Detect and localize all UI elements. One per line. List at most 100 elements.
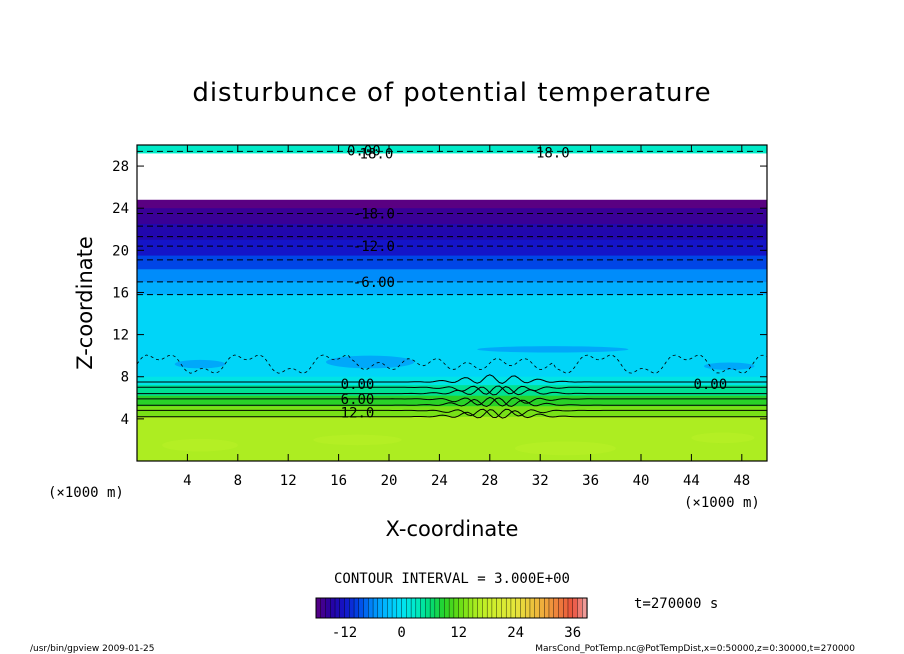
colorbar-ticks: -12 0 12 24 36 <box>332 625 581 641</box>
colorbar-cell <box>420 597 426 619</box>
colorbar-cell <box>572 597 579 619</box>
contour-label: 18.0 <box>536 145 570 161</box>
color-band <box>137 255 767 270</box>
contour-label: -18.0 <box>353 206 395 222</box>
x-tick-label: 44 <box>683 473 700 489</box>
color-band <box>137 281 767 296</box>
footer-left: /usr/bin/gpview 2009-01-25 <box>30 644 154 654</box>
colorbar-cell <box>339 597 346 619</box>
x-tick-label: 40 <box>633 473 650 489</box>
x-tick-label: 36 <box>582 473 599 489</box>
colorbar-cell <box>548 597 555 619</box>
colorbar-cell <box>482 597 488 619</box>
dashed-contour-wavy <box>137 354 767 374</box>
colorbar-cell <box>544 597 550 619</box>
y-tick-label: 4 <box>121 412 129 428</box>
colorbar-cell <box>425 597 431 619</box>
colorbar <box>315 597 588 619</box>
warm-patch <box>691 432 755 444</box>
colorbar-cell <box>391 597 398 619</box>
color-band <box>137 239 767 257</box>
color-band <box>137 385 767 397</box>
colorbar-tick-label: 24 <box>507 625 524 641</box>
colorbar-cell <box>372 597 379 619</box>
x-unit-right: (×1000 m) <box>684 495 760 511</box>
x-tick-label: 48 <box>733 473 750 489</box>
colorbar-frame <box>315 597 588 619</box>
x-unit-left: (×1000 m) <box>48 485 124 501</box>
contour-label: 18.0 <box>360 146 394 162</box>
colorbar-cell <box>520 597 526 619</box>
colorbar-cell <box>448 597 455 619</box>
warm-patch <box>515 441 616 456</box>
colorbar-cell <box>363 597 369 619</box>
color-band <box>137 406 767 418</box>
colorbar-cell <box>320 597 327 619</box>
colorbar-cell <box>515 597 522 619</box>
colorbar-cell <box>510 597 517 619</box>
contour-label: 0.00 <box>347 143 381 159</box>
colorbar-cell <box>553 597 560 619</box>
cool-patch <box>704 362 755 370</box>
color-band <box>137 199 767 209</box>
x-axis-ticks: 4 8 12 16 20 24 28 32 36 40 44 48 <box>183 145 750 489</box>
cool-patch <box>477 346 629 353</box>
colorbar-tick-label: -12 <box>332 625 357 641</box>
color-band <box>137 153 767 201</box>
color-band <box>137 145 767 154</box>
colorbar-cell <box>577 597 583 619</box>
plot-area <box>137 145 767 461</box>
colorbar-cell <box>529 597 536 619</box>
y-tick-label: 24 <box>112 201 129 217</box>
color-band <box>137 269 767 283</box>
y-tick-label: 12 <box>112 328 129 344</box>
negative-contours <box>137 150 767 374</box>
x-axis-label: X-coordinate <box>386 517 519 541</box>
colorbar-cell <box>415 597 422 619</box>
contour-label: 0.00 <box>341 377 375 393</box>
colorbar-cell <box>401 597 407 619</box>
colorbar-cell <box>501 597 507 619</box>
colorbar-tick-label: 12 <box>450 625 467 641</box>
colorbar-cell <box>444 597 450 619</box>
colorbar-cell <box>353 597 360 619</box>
colorbar-cell <box>472 597 479 619</box>
time-label: t=270000 s <box>634 596 718 612</box>
colorbar-cell <box>534 597 541 619</box>
contour-label: -6.00 <box>353 275 395 291</box>
contour-label: 6.00 <box>341 392 375 408</box>
color-bands <box>137 145 767 461</box>
colorbar-cell <box>439 597 445 619</box>
y-tick-label: 16 <box>112 285 129 301</box>
colorbar-cell <box>334 597 341 619</box>
solid-contour <box>137 396 767 407</box>
colorbar-cell <box>491 597 498 619</box>
x-tick-label: 12 <box>280 473 297 489</box>
contour-label: 0.00 <box>693 377 727 393</box>
colorbar-cell <box>467 597 474 619</box>
colorbar-cell <box>558 597 564 619</box>
colorbar-cell <box>349 597 355 619</box>
colorbar-cell <box>315 597 322 619</box>
color-band <box>137 376 767 386</box>
chart-title: disturbunce of potential temperature <box>192 78 711 108</box>
warm-patch <box>162 438 238 452</box>
solid-contour <box>137 385 767 395</box>
colorbar-cell <box>458 597 464 619</box>
y-axis-ticks: 4 8 12 16 20 24 28 <box>112 159 767 428</box>
colorbar-cell <box>505 597 512 619</box>
color-band <box>137 208 767 225</box>
footer-right: MarsCond_PotTemp.nc@PotTempDist,x=0:5000… <box>535 644 855 654</box>
cool-patch <box>326 355 415 369</box>
plot-frame <box>136 144 768 462</box>
y-axis-label: Z-coordinate <box>73 236 97 370</box>
colorbar-cell <box>429 597 436 619</box>
positive-contours <box>137 374 767 419</box>
colorbar-cell <box>344 597 350 619</box>
colorbar-cell <box>368 597 374 619</box>
colorbar-cell <box>396 597 403 619</box>
colorbar-cell <box>463 597 469 619</box>
colorbar-tick-label: 36 <box>564 625 581 641</box>
